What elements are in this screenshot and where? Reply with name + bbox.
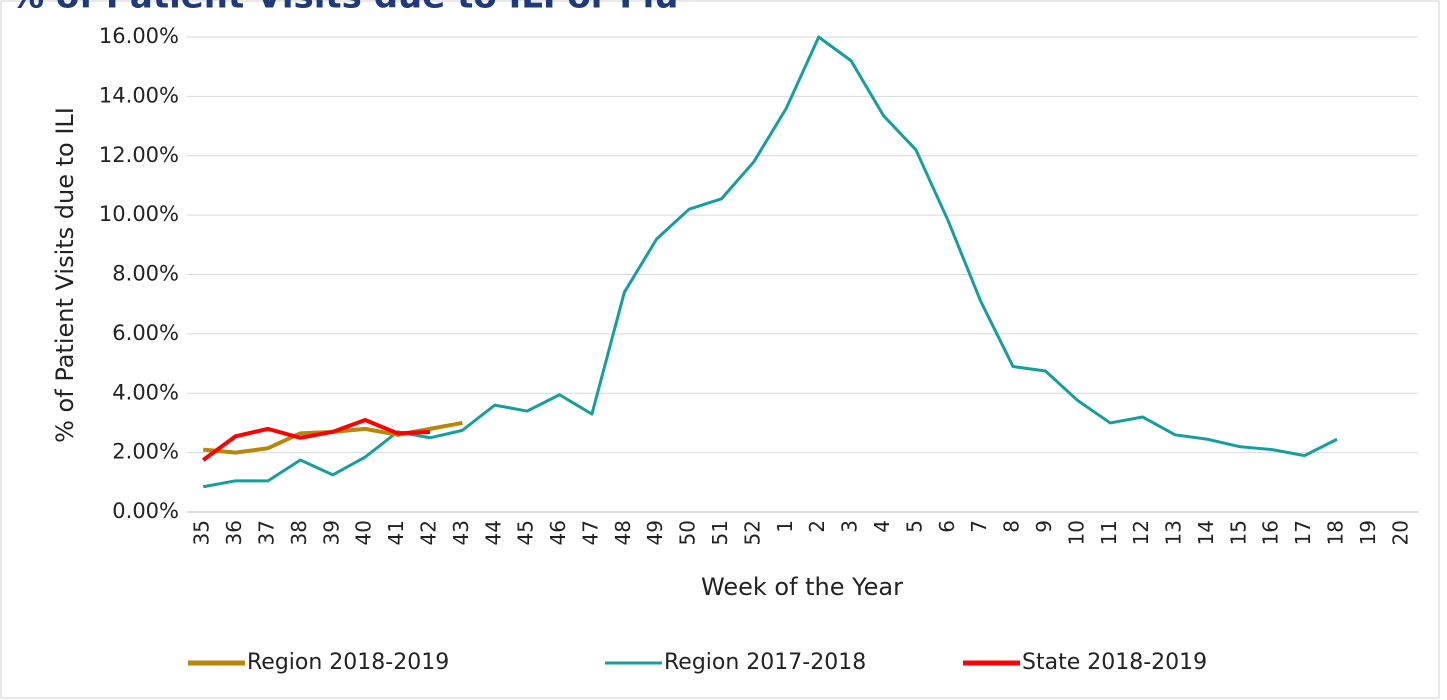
x-tick-label: 2 <box>805 520 829 533</box>
x-tick-label: 6 <box>935 520 959 533</box>
x-tick-label: 13 <box>1162 520 1186 545</box>
x-tick-label: 7 <box>967 520 991 533</box>
x-tick-label: 40 <box>352 520 376 545</box>
x-tick-label: 51 <box>708 520 732 545</box>
x-tick-label: 39 <box>319 520 343 545</box>
x-tick-label: 19 <box>1356 520 1380 545</box>
y-axis-title: % of Patient Visits due to ILI <box>51 107 79 443</box>
x-tick-label: 16 <box>1259 520 1283 545</box>
x-tick-label: 9 <box>1032 520 1056 533</box>
x-tick-label: 12 <box>1129 520 1153 545</box>
y-tick-label: 4.00% <box>112 380 179 404</box>
series-line <box>202 417 431 462</box>
x-tick-label: 18 <box>1324 520 1348 545</box>
x-tick-label: 36 <box>222 520 246 545</box>
y-tick-label: 10.00% <box>99 202 179 226</box>
x-tick-label: 4 <box>870 520 894 533</box>
x-tick-label: 43 <box>449 520 473 545</box>
y-tick-label: 14.00% <box>99 83 179 107</box>
y-tick-label: 12.00% <box>99 143 179 167</box>
x-tick-label: 49 <box>643 520 667 545</box>
x-tick-label: 52 <box>740 520 764 545</box>
y-tick-label: 6.00% <box>112 321 179 345</box>
legend-label: Region 2017-2018 <box>664 650 866 675</box>
series-line <box>202 35 1338 489</box>
x-tick-label: 3 <box>838 520 862 533</box>
x-axis-title: Week of the Year <box>701 573 903 601</box>
x-tick-label: 38 <box>287 520 311 545</box>
x-tick-label: 37 <box>254 520 278 545</box>
x-tick-label: 8 <box>1000 520 1024 533</box>
legend-label: State 2018-2019 <box>1022 650 1207 675</box>
y-tick-label: 16.00% <box>99 24 179 48</box>
x-tick-label: 46 <box>546 520 570 545</box>
y-tick-label: 8.00% <box>112 262 179 286</box>
x-tick-label: 50 <box>676 520 700 545</box>
x-tick-label: 48 <box>611 520 635 545</box>
y-tick-label: 2.00% <box>112 440 179 464</box>
x-tick-label: 41 <box>384 520 408 545</box>
x-tick-label: 47 <box>578 520 602 545</box>
x-tick-label: 14 <box>1194 520 1218 545</box>
x-tick-label: 35 <box>190 520 214 545</box>
x-tick-label: 1 <box>773 520 797 533</box>
chart-title: % of Patient Visits due to ILI or Flu <box>10 0 678 17</box>
y-tick-label: 0.00% <box>112 499 179 523</box>
x-tick-label: 42 <box>416 520 440 545</box>
x-tick-label: 15 <box>1226 520 1250 545</box>
x-tick-label: 11 <box>1097 520 1121 545</box>
x-tick-label: 44 <box>481 520 505 545</box>
legend-label: Region 2018-2019 <box>247 650 449 675</box>
x-tick-label: 17 <box>1291 520 1315 545</box>
x-tick-label: 45 <box>514 520 538 545</box>
x-tick-label: 10 <box>1064 520 1088 545</box>
x-tick-label: 5 <box>902 520 926 533</box>
x-tick-label: 20 <box>1388 520 1412 545</box>
